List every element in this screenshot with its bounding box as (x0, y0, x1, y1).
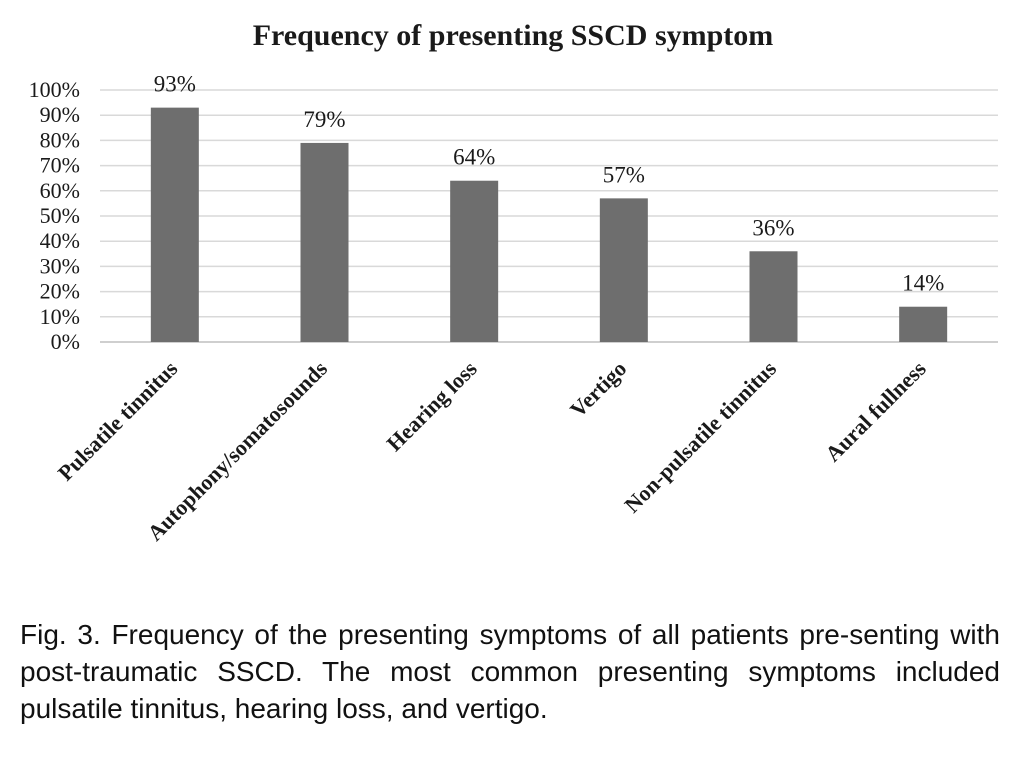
data-label: 64% (453, 145, 495, 170)
y-tick-label: 30% (40, 253, 80, 278)
data-label: 14% (902, 271, 944, 296)
bars (150, 107, 948, 342)
bar-chart: Frequency of presenting SSCD symptom 0%1… (29, 19, 998, 546)
bar (300, 142, 349, 342)
y-tick-label: 70% (40, 153, 80, 178)
data-label: 93% (154, 72, 196, 97)
y-tick-label: 0% (51, 329, 80, 354)
bar (599, 198, 648, 342)
gridlines (100, 89, 998, 343)
y-tick-label: 20% (40, 279, 80, 304)
data-label: 57% (603, 162, 645, 187)
y-tick-label: 40% (40, 228, 80, 253)
y-tick-label: 50% (40, 203, 80, 228)
data-label: 79% (303, 107, 345, 132)
figure-caption: Fig. 3. Frequency of the presenting symp… (20, 619, 1000, 724)
x-axis-categories: Pulsatile tinnitusAutophony/somatosounds… (53, 356, 931, 546)
y-tick-label: 80% (40, 127, 80, 152)
data-label: 36% (752, 215, 794, 240)
y-tick-label: 100% (29, 77, 80, 102)
figure: Frequency of presenting SSCD symptom 0% 1… (29, 19, 998, 546)
x-category-label: Hearing loss (381, 356, 482, 457)
x-category-label: Non-pulsatile tinnitus (619, 356, 781, 518)
y-tick-label: 60% (40, 178, 80, 203)
y-axis-ticks: 0%10%20%30%40%50%60%70%80%90%100% (29, 77, 80, 354)
bar (150, 107, 199, 342)
y-tick-label: 90% (40, 102, 80, 127)
chart-title: Frequency of presenting SSCD symptom (253, 19, 774, 52)
y-tick-label: 10% (40, 304, 80, 329)
x-category-label: Vertigo (565, 356, 631, 422)
bar (749, 251, 798, 342)
x-category-label: Pulsatile tinnitus (53, 356, 183, 486)
data-labels: 93% 79% 64% 57% 36% 14% (154, 72, 945, 296)
bar (899, 306, 948, 342)
x-category-label: Aural fullness (820, 356, 931, 467)
bar (450, 180, 499, 342)
